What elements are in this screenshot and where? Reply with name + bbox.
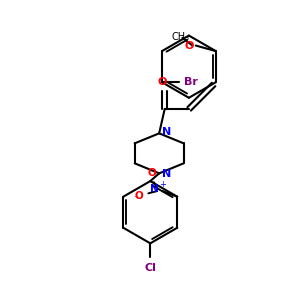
Text: O: O [134, 190, 143, 201]
Text: CH₃: CH₃ [171, 32, 189, 42]
Text: N: N [150, 184, 158, 194]
Text: O: O [147, 168, 156, 178]
Text: O: O [184, 40, 194, 51]
Text: Cl: Cl [144, 263, 156, 273]
Text: Br: Br [184, 77, 198, 87]
Text: N: N [163, 127, 172, 137]
Text: ⁻: ⁻ [134, 194, 139, 204]
Text: O: O [158, 77, 167, 87]
Text: +: + [159, 180, 166, 189]
Text: N: N [163, 169, 172, 179]
